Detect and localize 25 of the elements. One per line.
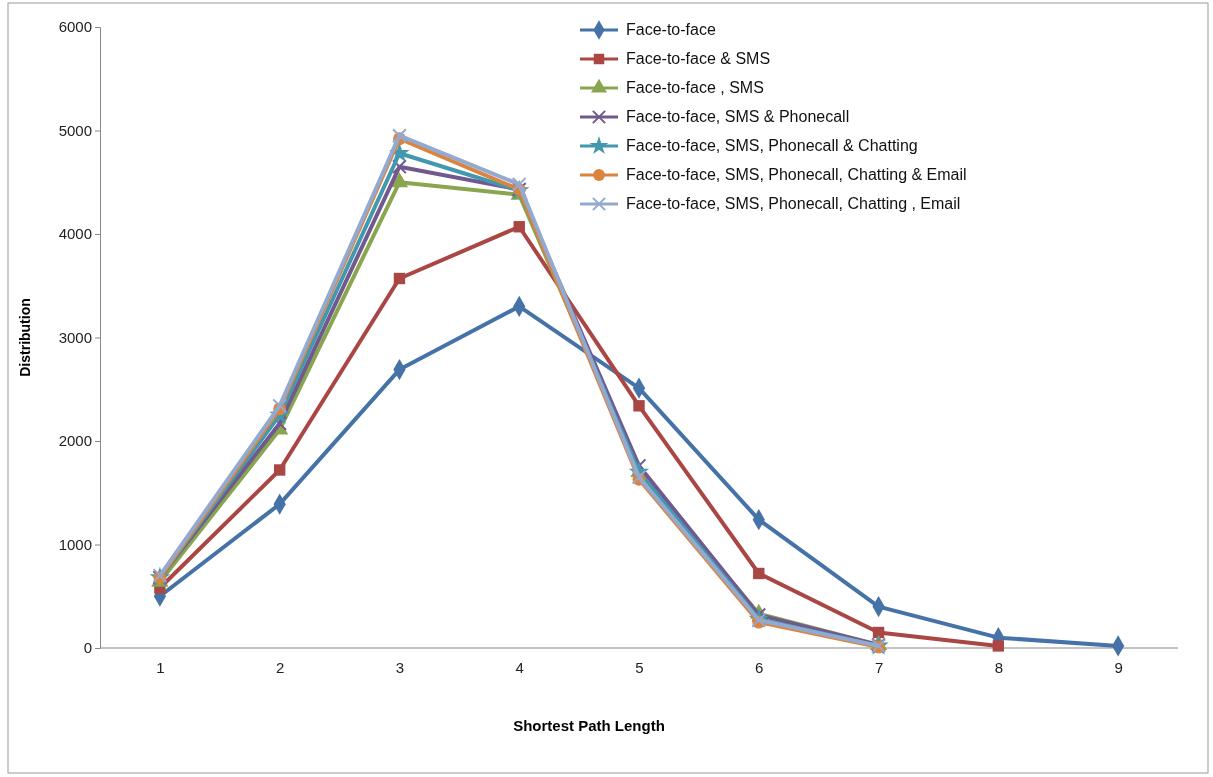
y-tick-label: 3000 [58, 328, 92, 346]
y-tick-label: 0 [83, 639, 92, 657]
legend-label: Face-to-face [626, 21, 716, 38]
x-tick-label: 8 [994, 658, 1004, 676]
legend-label: Face-to-face, SMS, Phonecall, Chatting , Email [626, 195, 961, 212]
y-tick-label: 4000 [58, 225, 92, 243]
x-axis-title: Shortest Path Length [513, 717, 665, 734]
x-tick-label: 7 [874, 658, 884, 676]
legend-label: Face-to-face, SMS & Phonecall [626, 108, 850, 125]
legend-label: Face-to-face, SMS, Phonecall & Chatting [626, 137, 918, 154]
x-tick-label: 4 [515, 658, 524, 676]
y-tick-label: 6000 [58, 18, 92, 36]
y-tick-label: 5000 [58, 121, 92, 139]
y-tick-label: 1000 [58, 535, 92, 553]
x-tick-label: 5 [635, 658, 644, 676]
legend-label: Face-to-face & SMS [626, 50, 771, 67]
y-tick-label: 2000 [58, 432, 92, 450]
x-tick-label: 1 [156, 658, 165, 676]
y-axis-title: Distribution [17, 298, 33, 377]
x-tick-label: 6 [755, 658, 764, 676]
x-tick-label: 2 [275, 658, 285, 676]
legend-label: Face-to-face , SMS [626, 79, 764, 96]
legend-label: Face-to-face, SMS, Phonecall, Chatting & Email [626, 166, 967, 183]
x-tick-label: 9 [1114, 658, 1123, 676]
x-tick-label: 3 [395, 658, 405, 676]
